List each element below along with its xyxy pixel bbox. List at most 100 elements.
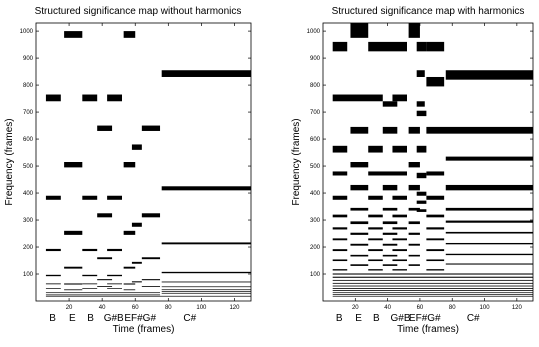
map-cell: [131, 144, 142, 150]
y-tick-label: 100: [310, 272, 321, 278]
map-cell: [332, 238, 348, 241]
map-cell: [332, 171, 348, 176]
map-cell: [426, 41, 445, 52]
map-cell: [408, 232, 420, 235]
y-tick-label: 300: [310, 218, 321, 224]
map-cell: [82, 94, 98, 102]
map-cell: [368, 145, 383, 153]
x-tick-label: 120: [229, 305, 240, 311]
map-cell: [392, 227, 407, 230]
map-cell: [64, 283, 83, 285]
y-tick-label: 600: [23, 137, 34, 143]
map-cell: [332, 249, 348, 252]
map-cell: [426, 76, 445, 87]
x-tick-label: 80: [449, 305, 456, 311]
map-cell: [368, 249, 383, 252]
x-tick-label: 20: [352, 305, 359, 311]
map-cell: [416, 70, 425, 77]
map-cell: [392, 94, 407, 102]
map-cell: [107, 195, 122, 200]
x-tick-label: 80: [165, 305, 172, 311]
map-cell: [82, 248, 98, 252]
map-cell: [426, 227, 445, 230]
map-cell: [45, 195, 61, 200]
note-label: C#: [183, 313, 196, 324]
y-tick-label: 200: [310, 245, 321, 251]
map-cell: [45, 94, 61, 102]
note-label: B: [373, 313, 380, 324]
map-cell: [426, 249, 445, 252]
map-cell: [382, 254, 398, 257]
map-cell: [141, 257, 161, 260]
map-cell: [97, 125, 113, 131]
map-cell: [161, 281, 251, 283]
map-cell: [426, 195, 445, 200]
map-cell: [382, 221, 398, 225]
map-cell: [368, 227, 383, 230]
map-cell: [332, 94, 383, 102]
map-cell: [123, 31, 136, 38]
y-tick-label: 100: [23, 272, 34, 278]
map-cell: [123, 230, 136, 235]
map-cell: [45, 248, 61, 252]
map-cell: [350, 126, 369, 134]
map-cell: [416, 200, 427, 204]
map-cell: [416, 209, 427, 212]
map-cell: [368, 171, 407, 176]
map-cell: [45, 288, 61, 289]
map-cell: [382, 207, 398, 211]
x-tick-label: 60: [417, 305, 424, 311]
map-cell: [64, 31, 83, 38]
map-cell: [445, 242, 533, 245]
map-cell: [382, 184, 398, 191]
map-cell: [426, 171, 445, 176]
y-axis-label: Frequency (frames): [4, 118, 15, 205]
map-cell: [382, 264, 398, 266]
map-cell: [161, 292, 251, 294]
map-cell: [392, 269, 407, 271]
map-cell: [45, 295, 251, 297]
map-cell: [97, 279, 113, 281]
note-label: E: [69, 313, 76, 324]
map-cell: [332, 279, 533, 281]
map-cell: [107, 94, 122, 102]
map-cell: [445, 184, 533, 191]
y-tick-label: 700: [23, 110, 34, 116]
map-cell: [426, 214, 445, 218]
map-cell: [408, 126, 420, 134]
note-label: B: [87, 313, 94, 324]
map-cell: [161, 242, 251, 245]
map-cell: [161, 186, 251, 191]
y-tick-label: 900: [310, 56, 321, 62]
map-cell: [368, 195, 383, 200]
map-cell: [416, 101, 425, 107]
x-axis-label: Time (frames): [397, 324, 459, 335]
map-cell: [350, 162, 369, 168]
map-cell: [161, 289, 251, 291]
map-cell: [131, 261, 142, 264]
map-cell: [82, 195, 98, 200]
map-cell: [107, 274, 122, 277]
note-label: B: [49, 313, 56, 324]
map-cell: [332, 259, 348, 262]
map-cell: [107, 283, 122, 285]
map-cell: [426, 259, 445, 262]
map-cell: [332, 214, 348, 218]
map-cell: [123, 162, 136, 168]
y-tick-label: 800: [310, 83, 321, 89]
map-cell: [426, 269, 445, 271]
map-cell: [107, 248, 122, 252]
note-label: G#B: [104, 313, 124, 324]
y-tick-label: 800: [23, 83, 34, 89]
map-cell: [350, 23, 369, 38]
x-tick-label: 100: [480, 305, 491, 311]
map-cell: [123, 289, 136, 291]
map-cell: [382, 232, 398, 235]
map-cell: [416, 191, 427, 196]
x-tick-label: 40: [384, 305, 391, 311]
map-cell: [445, 253, 533, 256]
y-tick-label: 900: [23, 56, 34, 62]
map-cell: [64, 289, 83, 291]
map-cell: [332, 292, 533, 294]
